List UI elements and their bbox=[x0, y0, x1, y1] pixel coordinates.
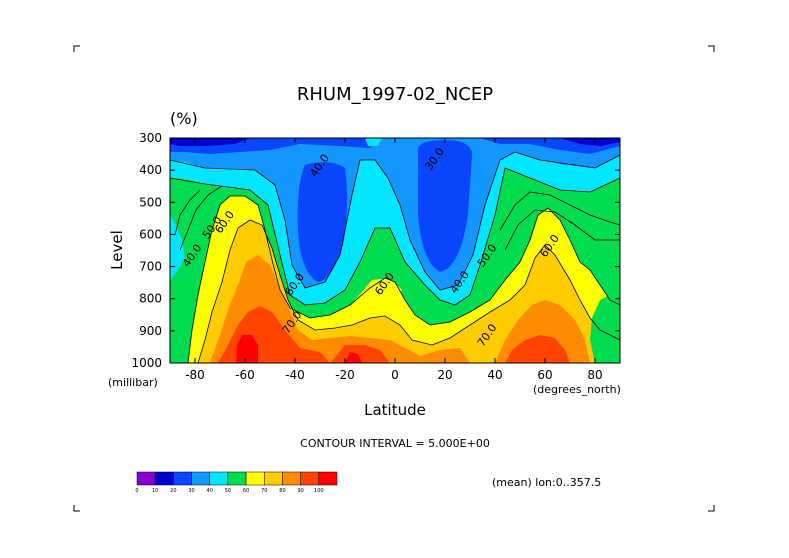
colorbar-label: 20 bbox=[170, 488, 176, 494]
colorbar-swatch bbox=[136, 471, 156, 486]
colorbar-swatch bbox=[245, 471, 265, 486]
field-green-south-pole bbox=[170, 215, 185, 280]
colorbar-swatch bbox=[318, 471, 338, 486]
field-blue-20-north bbox=[418, 140, 472, 272]
y-axis-label: Level bbox=[108, 230, 126, 270]
y-tick-labels: 300 400 500 600 700 800 900 1000 bbox=[131, 131, 162, 370]
y-tick-label: 1000 bbox=[131, 356, 162, 370]
colorbar-swatch bbox=[209, 471, 229, 486]
x-axis-unit: (degrees_north) bbox=[533, 383, 621, 396]
colorbar-label: 0 bbox=[135, 488, 138, 494]
y-axis-unit: (millibar) bbox=[108, 376, 158, 389]
field-cyan-tip bbox=[365, 138, 382, 146]
mean-longitude-text: (mean) lon:0..357.5 bbox=[492, 476, 601, 489]
field-blue-20-south bbox=[170, 138, 620, 154]
x-tick-label: 0 bbox=[391, 368, 399, 382]
field-blue-30 bbox=[170, 138, 620, 290]
field-blue-10 bbox=[170, 138, 620, 146]
y-tick-label: 300 bbox=[139, 131, 162, 145]
colorbar-swatch bbox=[191, 471, 210, 486]
colorbar-label: 70 bbox=[261, 488, 267, 494]
units-label: (%) bbox=[170, 109, 198, 128]
x-tick-label: 80 bbox=[587, 368, 602, 382]
contour-lines bbox=[170, 151, 620, 363]
field-red-90 bbox=[236, 335, 362, 363]
field-orange-80 bbox=[210, 255, 590, 363]
x-tick-label: -80 bbox=[185, 368, 205, 382]
colorbar-swatch bbox=[227, 471, 247, 486]
colorbar-label: 40 bbox=[207, 488, 213, 494]
plot-area bbox=[170, 138, 620, 363]
colorbar-label: 100 bbox=[314, 488, 324, 494]
colorbar-label: 50 bbox=[225, 488, 231, 494]
colorbar-label: 60 bbox=[243, 488, 249, 494]
x-tick-label: -20 bbox=[335, 368, 355, 382]
axis-ticks bbox=[170, 137, 620, 364]
colorbar-swatch bbox=[154, 471, 174, 486]
y-tick-label: 600 bbox=[139, 227, 162, 241]
colorbar-label: 90 bbox=[297, 488, 303, 494]
colorbar: 0 10 20 30 40 50 60 70 80 90 100 bbox=[135, 471, 338, 494]
x-tick-label: 40 bbox=[487, 368, 502, 382]
colorbar-label: 10 bbox=[152, 488, 158, 494]
y-tick-label: 900 bbox=[139, 324, 162, 338]
x-tick-label: 60 bbox=[537, 368, 552, 382]
x-tick-labels: -80 -60 -40 -20 0 20 40 60 80 bbox=[185, 368, 602, 382]
colorbar-swatch bbox=[300, 471, 320, 486]
chart-title: RHUM_1997-02_NCEP bbox=[297, 84, 493, 105]
x-tick-label: -40 bbox=[285, 368, 305, 382]
y-tick-label: 400 bbox=[139, 163, 162, 177]
colorbar-swatch bbox=[282, 471, 301, 486]
field-green-arctic bbox=[590, 295, 620, 363]
colorbar-label: 80 bbox=[279, 488, 285, 494]
colorbar-swatch bbox=[173, 471, 192, 486]
contour-interval-text: CONTOUR INTERVAL = 5.000E+00 bbox=[300, 437, 490, 450]
field-blue-south-core bbox=[297, 162, 348, 282]
corner-marks bbox=[73, 45, 715, 512]
colorbar-swatch bbox=[264, 471, 283, 486]
x-tick-label: 20 bbox=[437, 368, 452, 382]
colorbar-label: 30 bbox=[188, 488, 194, 494]
y-tick-label: 700 bbox=[139, 260, 162, 274]
x-axis-label: Latitude bbox=[364, 401, 426, 419]
x-tick-label: -60 bbox=[235, 368, 255, 382]
y-tick-label: 500 bbox=[139, 195, 162, 209]
y-tick-label: 800 bbox=[139, 292, 162, 306]
field-yellow-top-bump bbox=[355, 278, 402, 302]
